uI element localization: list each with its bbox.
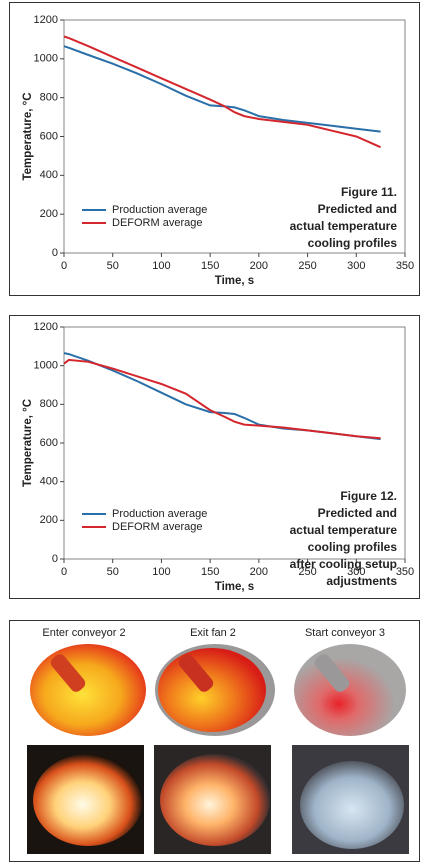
annotation: Predicted and	[318, 506, 397, 520]
annotation: Predicted and	[318, 202, 397, 216]
annotation: Figure 12.	[340, 489, 397, 503]
y-tick-label: 1000	[34, 53, 58, 65]
x-tick-label: 150	[201, 566, 219, 578]
series-line	[63, 35, 382, 149]
y-tick-label: 0	[52, 553, 58, 565]
caption: Enter conveyor 2	[42, 627, 125, 639]
x-tick-label: 50	[107, 260, 119, 272]
x-axis-label: Time, s	[215, 275, 254, 287]
y-tick-label: 0	[52, 247, 58, 259]
annotation: actual temperature	[290, 523, 398, 537]
plate-render	[30, 644, 146, 736]
caption: Start conveyor 3	[305, 627, 385, 639]
annotation: adjustments	[326, 574, 397, 588]
annotation: Figure 11.	[341, 185, 397, 199]
x-tick-label: 250	[298, 566, 316, 578]
x-tick-label: 100	[152, 566, 170, 578]
legend-label: DEFORM average	[112, 217, 202, 229]
x-tick-label: 50	[107, 566, 119, 578]
legend-label: Production average	[112, 508, 207, 520]
y-tick-label: 1200	[34, 321, 58, 333]
y-tick-label: 800	[40, 92, 58, 104]
y-axis-label: Temperature, °C	[22, 92, 34, 180]
y-tick-label: 600	[40, 437, 58, 449]
caption: Exit fan 2	[190, 627, 236, 639]
x-tick-label: 350	[396, 566, 414, 578]
y-tick-label: 600	[40, 130, 58, 142]
x-tick-label: 200	[250, 260, 268, 272]
x-tick-label: 350	[396, 260, 414, 272]
plate-render	[294, 644, 406, 736]
x-tick-label: 0	[61, 566, 67, 578]
y-tick-label: 200	[40, 208, 58, 220]
stem	[314, 654, 350, 692]
y-tick-label: 200	[40, 514, 58, 526]
y-tick-label: 400	[40, 169, 58, 181]
stem	[50, 654, 86, 692]
legend-label: Production average	[112, 204, 207, 216]
y-tick-label: 800	[40, 398, 58, 410]
x-tick-label: 200	[250, 566, 268, 578]
y-tick-label: 1000	[34, 360, 58, 372]
annotation: after cooling setup	[290, 557, 397, 571]
x-tick-label: 100	[152, 260, 170, 272]
y-tick-label: 400	[40, 476, 58, 488]
annotation: actual temperature	[290, 219, 398, 233]
x-tick-label: 250	[298, 260, 316, 272]
photo-plate	[300, 761, 404, 849]
photo-plate	[160, 754, 270, 846]
legend-label: DEFORM average	[112, 521, 202, 533]
plot-area	[63, 326, 406, 560]
x-tick-label: 300	[347, 260, 365, 272]
annotation: cooling profiles	[308, 540, 398, 554]
y-tick-label: 1200	[34, 14, 58, 26]
photo-plate	[33, 754, 143, 846]
x-tick-label: 300	[347, 566, 365, 578]
series-line	[63, 358, 381, 440]
x-tick-label: 150	[201, 260, 219, 272]
x-tick-label: 0	[61, 260, 67, 272]
annotation: cooling profiles	[308, 236, 398, 250]
photo-panel: Enter conveyor 2 Exit fan 2 Start convey…	[27, 627, 409, 854]
x-axis-label: Time, s	[215, 581, 254, 593]
plate-render	[158, 648, 266, 732]
stem	[178, 654, 214, 692]
y-axis-label: Temperature, °C	[22, 399, 34, 487]
